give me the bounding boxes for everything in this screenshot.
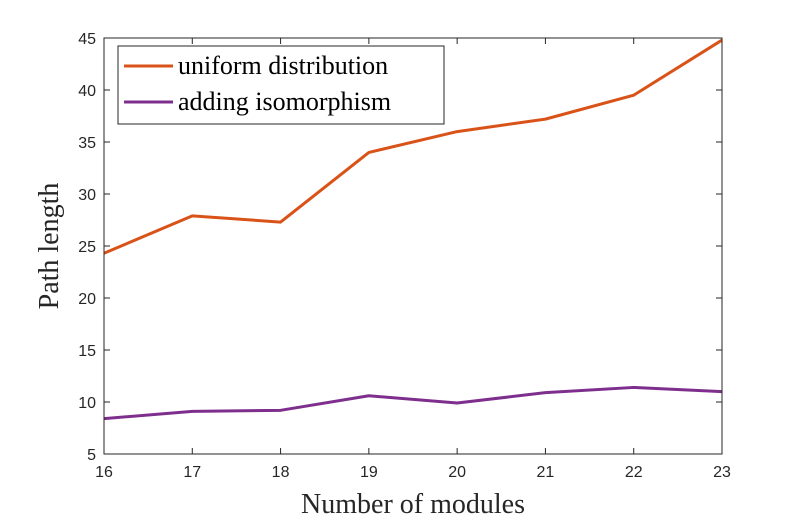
legend: uniform distribution adding isomorphism bbox=[117, 45, 445, 125]
series-layer bbox=[103, 38, 723, 421]
y-tick-label: 45 bbox=[78, 31, 96, 48]
x-tick-label: 20 bbox=[448, 464, 466, 481]
x-tick-label: 22 bbox=[625, 464, 643, 481]
y-axis-ticks: 5 10 15 20 25 30 35 40 45 bbox=[78, 31, 722, 464]
x-tick-label: 19 bbox=[360, 464, 378, 481]
y-tick-label: 35 bbox=[78, 135, 96, 152]
y-tick-label: 15 bbox=[78, 343, 96, 360]
legend-label: uniform distribution bbox=[178, 51, 388, 80]
x-axis-ticks: 16 17 18 19 20 21 22 23 bbox=[95, 38, 731, 481]
series-line-1 bbox=[103, 38, 723, 255]
x-tick-label: 23 bbox=[713, 464, 731, 481]
y-tick-label: 25 bbox=[78, 239, 96, 256]
y-axis-label: Path length bbox=[34, 183, 65, 310]
y-tick-label: 5 bbox=[87, 447, 96, 464]
legend-label: adding isomorphism bbox=[178, 87, 391, 116]
x-tick-label: 16 bbox=[95, 464, 113, 481]
y-tick-label: 20 bbox=[78, 291, 96, 308]
y-tick-label: 10 bbox=[78, 395, 96, 412]
x-tick-label: 21 bbox=[537, 464, 555, 481]
x-axis-label: Number of modules bbox=[301, 489, 525, 520]
x-tick-label: 17 bbox=[183, 464, 201, 481]
axes-box bbox=[103, 37, 723, 455]
legend-box bbox=[117, 45, 445, 125]
y-tick-label: 40 bbox=[78, 83, 96, 100]
y-tick-label: 30 bbox=[78, 187, 96, 204]
x-tick-label: 18 bbox=[272, 464, 290, 481]
series-line-2 bbox=[103, 385, 723, 421]
